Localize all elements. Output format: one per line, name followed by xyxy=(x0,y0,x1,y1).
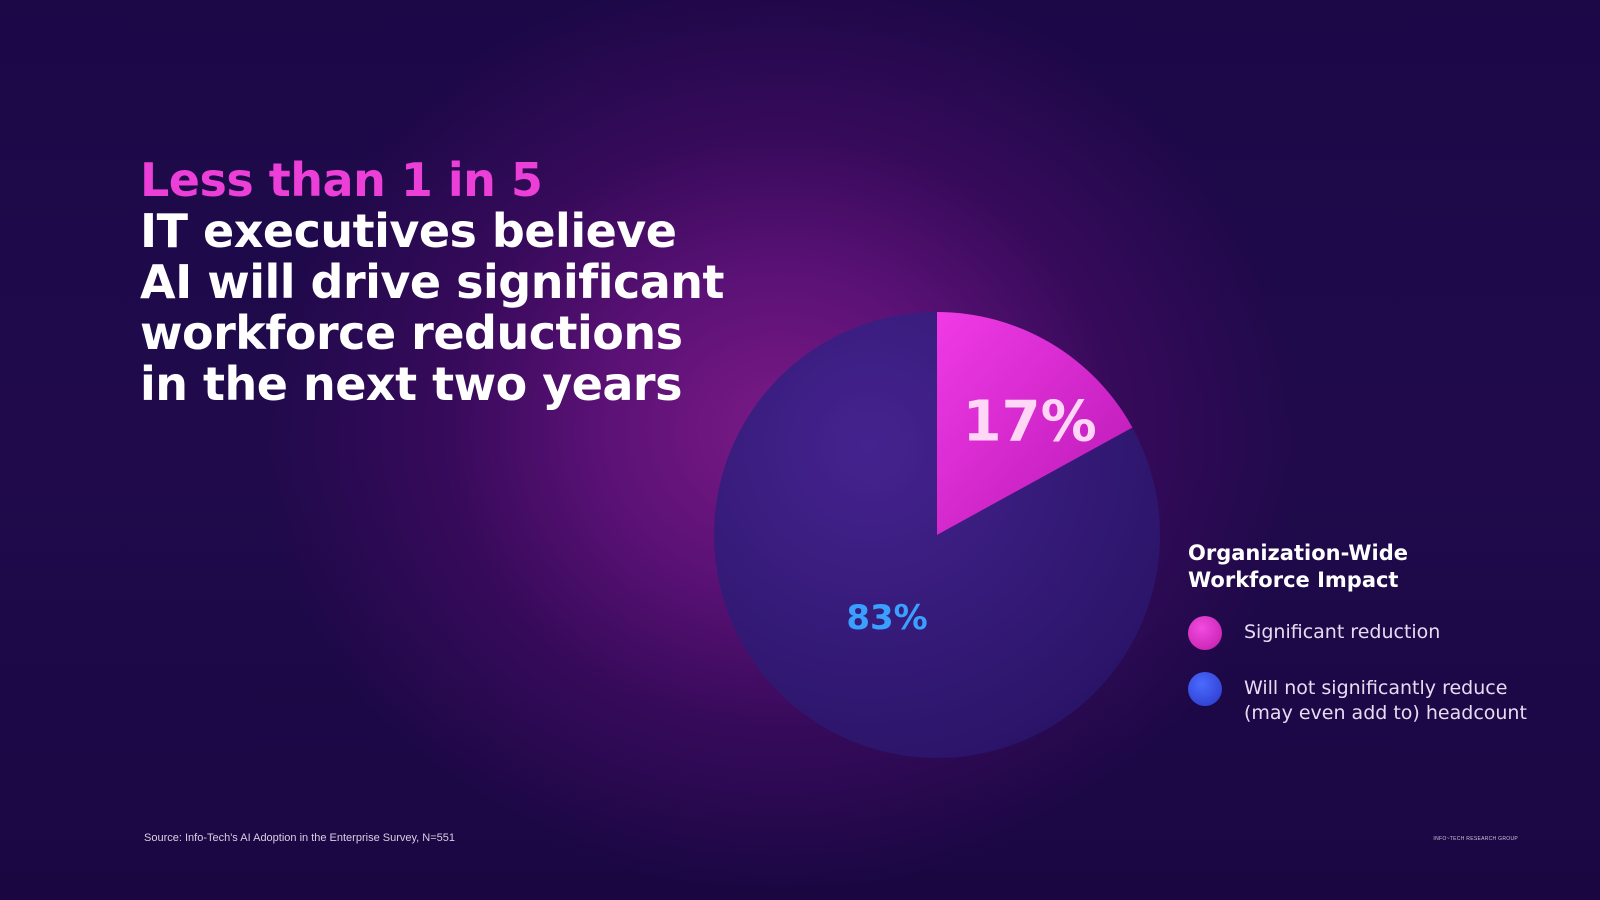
pie-data-label: 17% xyxy=(963,390,1097,455)
pie-slice xyxy=(937,312,1133,535)
headline-accent: Less than 1 in 5 xyxy=(140,153,543,207)
headline: Less than 1 in 5 IT executives believe A… xyxy=(140,155,780,410)
headline-line: IT executives believe xyxy=(140,204,677,258)
pie-data-label: 83% xyxy=(846,598,927,638)
brand-logo: INFO~TECH RESEARCH GROUP xyxy=(1433,836,1518,842)
source-note: Source: Info-Tech's AI Adoption in the E… xyxy=(144,832,455,844)
legend-title-line: Workforce Impact xyxy=(1188,568,1399,592)
legend-item-no-reduction: Will not significantly reduce (may even … xyxy=(1188,672,1568,726)
legend-item-significant-reduction: Significant reduction xyxy=(1188,616,1568,650)
pie-slice xyxy=(714,312,1160,758)
headline-line: AI will drive significant xyxy=(140,255,725,309)
legend-title-line: Organization-Wide xyxy=(1188,541,1408,565)
legend: Organization-Wide Workforce Impact Signi… xyxy=(1188,540,1568,752)
legend-label: Will not significantly reduce (may even … xyxy=(1244,677,1527,724)
legend-label: Significant reduction xyxy=(1244,621,1441,643)
headline-line: workforce reductions xyxy=(140,306,683,360)
legend-swatch-blue xyxy=(1188,672,1222,706)
pie-chart: 17% 83% xyxy=(714,312,1160,758)
headline-line: in the next two years xyxy=(140,357,683,411)
legend-title: Organization-Wide Workforce Impact xyxy=(1188,540,1568,594)
legend-swatch-pink xyxy=(1188,616,1222,650)
